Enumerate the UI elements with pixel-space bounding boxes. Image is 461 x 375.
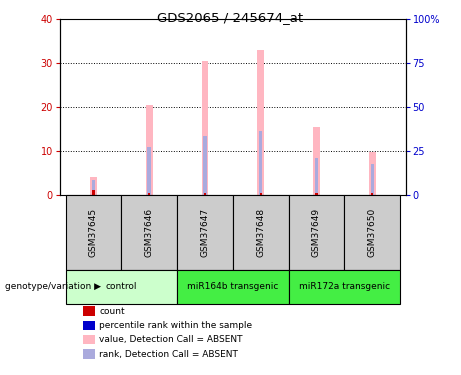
Bar — [148, 147, 151, 195]
Text: GSM37647: GSM37647 — [201, 208, 209, 257]
Text: miR164b transgenic: miR164b transgenic — [187, 282, 278, 291]
Bar — [371, 164, 374, 195]
Bar — [90, 177, 97, 195]
Text: genotype/variation ▶: genotype/variation ▶ — [5, 282, 100, 291]
FancyBboxPatch shape — [177, 270, 289, 304]
Bar — [257, 50, 264, 195]
FancyBboxPatch shape — [289, 270, 400, 304]
Bar — [203, 135, 207, 195]
Bar — [204, 193, 206, 195]
Bar — [146, 105, 153, 195]
Bar — [148, 193, 150, 195]
FancyBboxPatch shape — [233, 195, 289, 270]
Bar — [315, 193, 318, 195]
Text: GDS2065 / 245674_at: GDS2065 / 245674_at — [158, 11, 303, 24]
Bar — [259, 131, 262, 195]
FancyBboxPatch shape — [289, 195, 344, 270]
Text: value, Detection Call = ABSENT: value, Detection Call = ABSENT — [99, 335, 242, 344]
Bar — [201, 61, 208, 195]
FancyBboxPatch shape — [121, 195, 177, 270]
FancyBboxPatch shape — [65, 195, 121, 270]
Text: GSM37645: GSM37645 — [89, 208, 98, 257]
FancyBboxPatch shape — [177, 195, 233, 270]
Bar — [260, 193, 262, 195]
Bar — [92, 190, 95, 195]
FancyBboxPatch shape — [65, 270, 177, 304]
Bar — [371, 193, 373, 195]
Text: GSM37648: GSM37648 — [256, 208, 265, 257]
Text: count: count — [99, 307, 125, 316]
Text: percentile rank within the sample: percentile rank within the sample — [99, 321, 252, 330]
Text: miR172a transgenic: miR172a transgenic — [299, 282, 390, 291]
Bar — [313, 127, 320, 195]
Text: GSM37649: GSM37649 — [312, 208, 321, 257]
Text: GSM37646: GSM37646 — [145, 208, 154, 257]
Bar — [315, 158, 318, 195]
Bar — [369, 152, 376, 195]
Text: GSM37650: GSM37650 — [368, 208, 377, 257]
Bar — [92, 180, 95, 195]
Text: rank, Detection Call = ABSENT: rank, Detection Call = ABSENT — [99, 350, 238, 358]
FancyBboxPatch shape — [344, 195, 400, 270]
Text: control: control — [106, 282, 137, 291]
